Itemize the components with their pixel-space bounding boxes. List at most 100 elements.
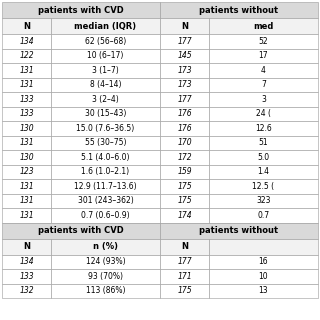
- Text: 301 (243–362): 301 (243–362): [78, 196, 133, 205]
- Text: 130: 130: [19, 124, 34, 133]
- Text: 173: 173: [177, 80, 192, 89]
- Text: 133: 133: [19, 109, 34, 118]
- Bar: [160, 254, 209, 269]
- Bar: [51, 284, 160, 298]
- Bar: [2, 164, 51, 179]
- Bar: [51, 208, 160, 222]
- Bar: [160, 107, 209, 121]
- Bar: [51, 34, 160, 49]
- Text: 5.0: 5.0: [257, 153, 269, 162]
- Bar: [51, 107, 160, 121]
- Bar: [51, 269, 160, 284]
- Bar: [51, 164, 160, 179]
- Bar: [160, 179, 209, 194]
- Text: median (IQR): median (IQR): [75, 21, 137, 30]
- Bar: [2, 107, 51, 121]
- Bar: [51, 135, 160, 150]
- Text: 131: 131: [19, 66, 34, 75]
- Text: 1.4: 1.4: [258, 167, 269, 176]
- Text: 17: 17: [259, 51, 268, 60]
- Text: 52: 52: [259, 37, 268, 46]
- Text: patients with CVD: patients with CVD: [38, 5, 124, 14]
- Text: 16: 16: [259, 257, 268, 266]
- Text: 175: 175: [177, 196, 192, 205]
- Bar: [2, 222, 160, 238]
- Bar: [2, 254, 51, 269]
- Text: 131: 131: [19, 182, 34, 191]
- Bar: [160, 194, 209, 208]
- Bar: [2, 284, 51, 298]
- Text: 131: 131: [19, 196, 34, 205]
- Text: 113 (86%): 113 (86%): [86, 286, 125, 295]
- Text: N: N: [181, 242, 188, 251]
- Text: 131: 131: [19, 80, 34, 89]
- Bar: [209, 254, 318, 269]
- Text: 4: 4: [261, 66, 266, 75]
- Text: n (%): n (%): [93, 242, 118, 251]
- Bar: [160, 150, 209, 164]
- Text: 13: 13: [259, 286, 268, 295]
- Text: 55 (30–75): 55 (30–75): [85, 138, 126, 147]
- Text: med: med: [253, 21, 274, 30]
- Bar: [209, 121, 318, 135]
- Bar: [51, 238, 160, 254]
- Bar: [209, 92, 318, 107]
- Text: 1.6 (1.0–2.1): 1.6 (1.0–2.1): [81, 167, 130, 176]
- Bar: [2, 135, 51, 150]
- Bar: [160, 135, 209, 150]
- Bar: [51, 150, 160, 164]
- Text: 171: 171: [177, 272, 192, 281]
- Bar: [209, 34, 318, 49]
- Text: 159: 159: [177, 167, 192, 176]
- Bar: [160, 164, 209, 179]
- Text: 323: 323: [256, 196, 271, 205]
- Bar: [2, 34, 51, 49]
- Bar: [160, 238, 209, 254]
- Bar: [160, 92, 209, 107]
- Text: patients with CVD: patients with CVD: [38, 226, 124, 235]
- Text: 3 (1–7): 3 (1–7): [92, 66, 119, 75]
- Bar: [2, 63, 51, 77]
- Text: 175: 175: [177, 286, 192, 295]
- Bar: [2, 77, 51, 92]
- Bar: [51, 49, 160, 63]
- Bar: [160, 284, 209, 298]
- Bar: [51, 63, 160, 77]
- Bar: [160, 121, 209, 135]
- Text: N: N: [23, 21, 30, 30]
- Bar: [2, 121, 51, 135]
- Text: 172: 172: [177, 153, 192, 162]
- Bar: [160, 2, 318, 18]
- Bar: [160, 49, 209, 63]
- Bar: [209, 150, 318, 164]
- Text: 177: 177: [177, 95, 192, 104]
- Text: 12.9 (11.7–13.6): 12.9 (11.7–13.6): [74, 182, 137, 191]
- Text: 62 (56–68): 62 (56–68): [85, 37, 126, 46]
- Text: 176: 176: [177, 109, 192, 118]
- Bar: [51, 254, 160, 269]
- Text: 30 (15–43): 30 (15–43): [85, 109, 126, 118]
- Bar: [209, 107, 318, 121]
- Text: 177: 177: [177, 37, 192, 46]
- Bar: [2, 18, 51, 34]
- Text: 133: 133: [19, 272, 34, 281]
- Bar: [160, 222, 318, 238]
- Text: 131: 131: [19, 138, 34, 147]
- Text: 0.7: 0.7: [257, 211, 269, 220]
- Text: patients without: patients without: [199, 226, 279, 235]
- Bar: [160, 18, 209, 34]
- Text: 12.5 (: 12.5 (: [252, 182, 275, 191]
- Text: 122: 122: [19, 51, 34, 60]
- Text: 134: 134: [19, 257, 34, 266]
- Text: 8 (4–14): 8 (4–14): [90, 80, 121, 89]
- Text: 3: 3: [261, 95, 266, 104]
- Bar: [209, 63, 318, 77]
- Bar: [209, 194, 318, 208]
- Bar: [209, 208, 318, 222]
- Text: 177: 177: [177, 257, 192, 266]
- Bar: [2, 238, 51, 254]
- Bar: [209, 18, 318, 34]
- Text: 124 (93%): 124 (93%): [86, 257, 125, 266]
- Bar: [51, 194, 160, 208]
- Text: 133: 133: [19, 95, 34, 104]
